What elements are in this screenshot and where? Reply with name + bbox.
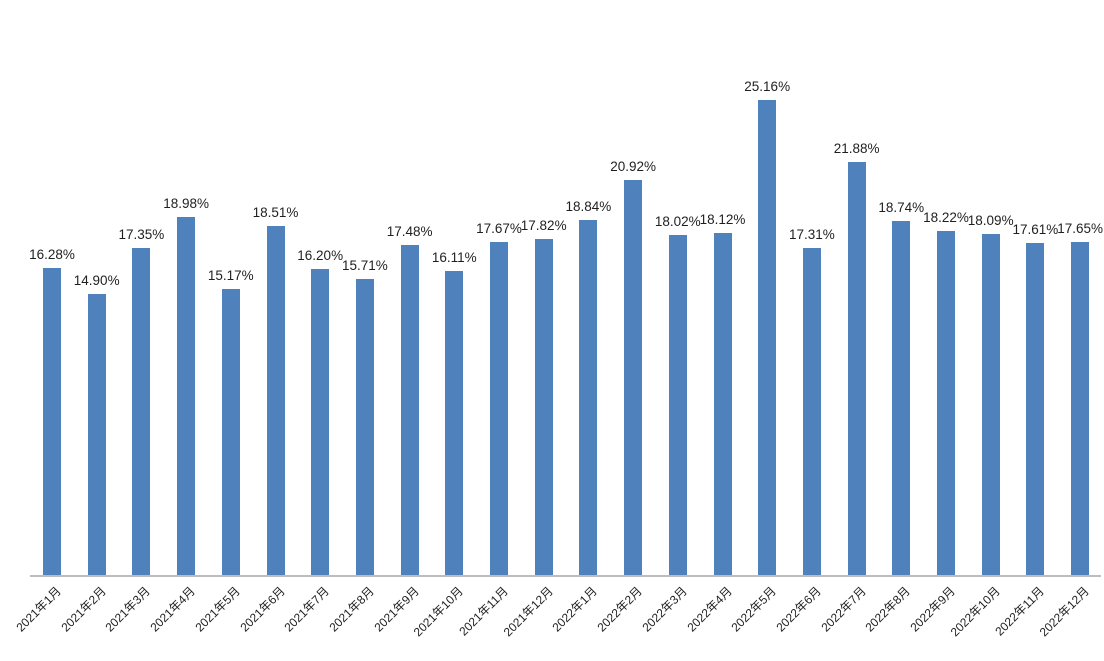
bar bbox=[713, 233, 732, 576]
bar-value-label: 20.92% bbox=[610, 159, 656, 174]
bar-value-label: 17.48% bbox=[386, 224, 433, 239]
bar bbox=[177, 217, 196, 576]
bar-value-label: 18.09% bbox=[967, 213, 1014, 228]
bar-value-label: 15.71% bbox=[341, 258, 388, 273]
bar-value-label: 17.61% bbox=[1012, 222, 1059, 237]
bar bbox=[445, 271, 464, 576]
bar-value-label: 17.31% bbox=[788, 227, 835, 242]
bar bbox=[668, 235, 687, 576]
bar-value-label: 25.16% bbox=[744, 79, 791, 94]
bar-value-label: 17.35% bbox=[118, 227, 165, 242]
bar bbox=[534, 239, 553, 576]
bar bbox=[355, 279, 374, 576]
bar bbox=[937, 231, 955, 576]
bar bbox=[624, 180, 643, 576]
bar bbox=[1071, 242, 1090, 576]
bar bbox=[1026, 243, 1045, 576]
bar-value-label: 18.02% bbox=[654, 214, 701, 229]
bar-value-label: 18.74% bbox=[878, 200, 925, 215]
x-axis-line bbox=[30, 575, 1101, 577]
bar-value-label: 16.20% bbox=[297, 248, 344, 263]
bar-value-label: 18.98% bbox=[163, 196, 209, 211]
bar bbox=[311, 269, 330, 576]
bar-value-label: 17.82% bbox=[520, 218, 567, 233]
bar-value-label: 16.11% bbox=[431, 250, 477, 265]
bar-value-label: 17.67% bbox=[476, 221, 522, 236]
bar-value-label: 18.22% bbox=[923, 210, 969, 225]
bar bbox=[490, 242, 508, 576]
bar-value-label: 18.12% bbox=[699, 212, 746, 227]
bar-value-label: 15.17% bbox=[207, 268, 254, 283]
bar bbox=[981, 234, 1000, 576]
bar bbox=[87, 294, 106, 576]
bar bbox=[892, 221, 911, 576]
bar bbox=[400, 245, 419, 576]
bar bbox=[221, 289, 240, 576]
bar bbox=[758, 100, 777, 576]
bar bbox=[132, 248, 151, 576]
bar bbox=[579, 220, 598, 576]
bar bbox=[43, 268, 61, 576]
bar-value-label: 17.65% bbox=[1057, 221, 1103, 236]
bar-value-label: 18.51% bbox=[252, 205, 299, 220]
bar bbox=[802, 248, 821, 576]
bar bbox=[266, 226, 285, 576]
bar-value-label: 16.28% bbox=[29, 247, 75, 262]
bar bbox=[847, 162, 866, 576]
bar-value-label: 14.90% bbox=[73, 273, 120, 288]
bar-value-label: 21.88% bbox=[833, 141, 880, 156]
bar-value-label: 18.84% bbox=[565, 199, 612, 214]
